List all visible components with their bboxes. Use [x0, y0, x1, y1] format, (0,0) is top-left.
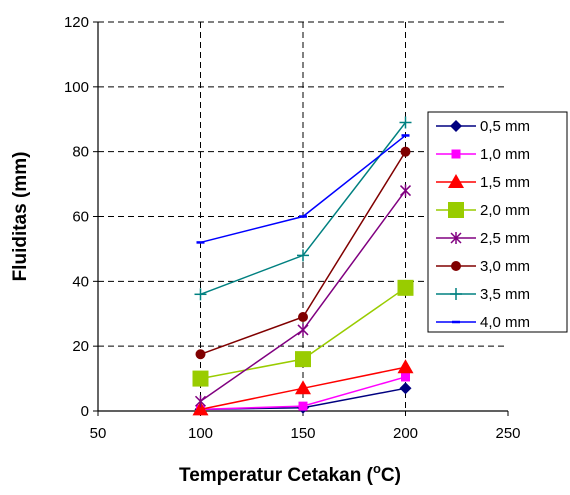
series-line — [200, 122, 407, 296]
data-point — [399, 116, 412, 129]
triangle-marker — [295, 380, 311, 395]
legend-item: 3,0 mm — [436, 258, 530, 275]
square-marker — [401, 372, 410, 382]
y-tick-label: 0 — [81, 403, 89, 420]
x-axis-title-superscript: o — [373, 461, 381, 476]
circle-marker — [400, 146, 411, 157]
legend-label: 2,5 mm — [480, 230, 530, 247]
series-6 — [194, 116, 412, 301]
data-point — [297, 249, 309, 262]
legend-item: 3,5 mm — [436, 286, 530, 303]
legend-marker — [448, 174, 464, 188]
data-point — [192, 370, 209, 387]
legend-item: 4,0 mm — [436, 314, 530, 331]
square-marker — [298, 401, 308, 411]
data-point — [401, 372, 410, 382]
y-tick-label: 80 — [72, 144, 89, 161]
legend-label: 4,0 mm — [480, 314, 530, 331]
square-marker — [451, 149, 461, 159]
square-marker — [448, 202, 464, 218]
legend-box — [427, 111, 568, 333]
legend-label: 1,0 mm — [480, 146, 530, 163]
data-point — [400, 146, 411, 157]
legend-item: 2,5 mm — [436, 230, 530, 247]
x-tick-label: 250 — [495, 425, 520, 442]
x-axis-title-text: Temperatur Cetakan ( — [179, 465, 374, 486]
data-point — [397, 279, 414, 296]
circle-marker — [195, 349, 206, 360]
data-point — [192, 401, 209, 416]
legend-item: 0,5 mm — [436, 118, 530, 135]
x-tick-label: 150 — [290, 425, 315, 442]
legend: 0,5 mm 1,0 mm 1,5 mm 2,0 mm 2,5 mm 3,0 mm 3,5 … — [427, 111, 568, 333]
legend-marker — [451, 261, 461, 271]
legend-marker — [450, 232, 462, 244]
series-2 — [192, 359, 414, 416]
legend-label: 0,5 mm — [480, 118, 530, 135]
square-marker — [397, 279, 414, 296]
x-tick-label: 200 — [393, 425, 418, 442]
series-layer — [192, 116, 414, 416]
legend-item: 2,0 mm — [436, 202, 530, 219]
data-point — [399, 382, 412, 395]
diamond-marker — [399, 382, 412, 395]
legend-label: 2,0 mm — [480, 202, 530, 219]
series-7 — [196, 134, 410, 244]
data-point — [297, 323, 309, 336]
data-point — [397, 359, 414, 374]
diamond-marker — [450, 120, 462, 132]
x-tick-label: 50 — [90, 425, 107, 442]
axes: 0 20 40 60 80 100 120 50 100 150 200 250 — [64, 14, 521, 442]
series-4 — [194, 184, 412, 408]
data-point — [195, 349, 206, 360]
circle-marker — [451, 261, 461, 271]
legend-label: 1,5 mm — [480, 174, 530, 191]
data-point — [194, 395, 207, 408]
data-point — [298, 311, 308, 322]
legend-item: 1,0 mm — [436, 146, 530, 163]
y-tick-label: 60 — [72, 209, 89, 226]
legend-marker — [451, 149, 461, 159]
legend-marker — [448, 202, 464, 218]
triangle-marker — [192, 401, 209, 416]
legend-item: 1,5 mm — [436, 174, 530, 191]
triangle-marker — [448, 174, 464, 188]
data-point — [295, 351, 311, 368]
y-tick-label: 20 — [72, 338, 89, 355]
data-point — [298, 401, 308, 411]
x-axis-title-unit: C) — [381, 465, 401, 486]
legend-label: 3,5 mm — [480, 286, 530, 303]
series-5 — [195, 146, 411, 360]
y-tick-label: 100 — [64, 79, 89, 96]
series-3 — [192, 279, 414, 387]
legend-marker — [450, 120, 462, 132]
legend-marker — [450, 288, 462, 300]
x-axis-title: Temperatur Cetakan (oC) — [179, 461, 401, 486]
y-axis-title: Fluiditas (mm) — [10, 152, 31, 282]
y-tick-label: 40 — [72, 273, 89, 290]
y-tick-label: 120 — [64, 14, 89, 31]
square-marker — [192, 370, 209, 387]
data-point — [194, 288, 207, 301]
square-marker — [295, 351, 311, 368]
data-point — [399, 184, 412, 197]
circle-marker — [298, 311, 308, 322]
triangle-marker — [397, 359, 414, 374]
legend-label: 3,0 mm — [480, 258, 530, 275]
x-tick-label: 100 — [188, 425, 213, 442]
data-point — [295, 380, 311, 395]
